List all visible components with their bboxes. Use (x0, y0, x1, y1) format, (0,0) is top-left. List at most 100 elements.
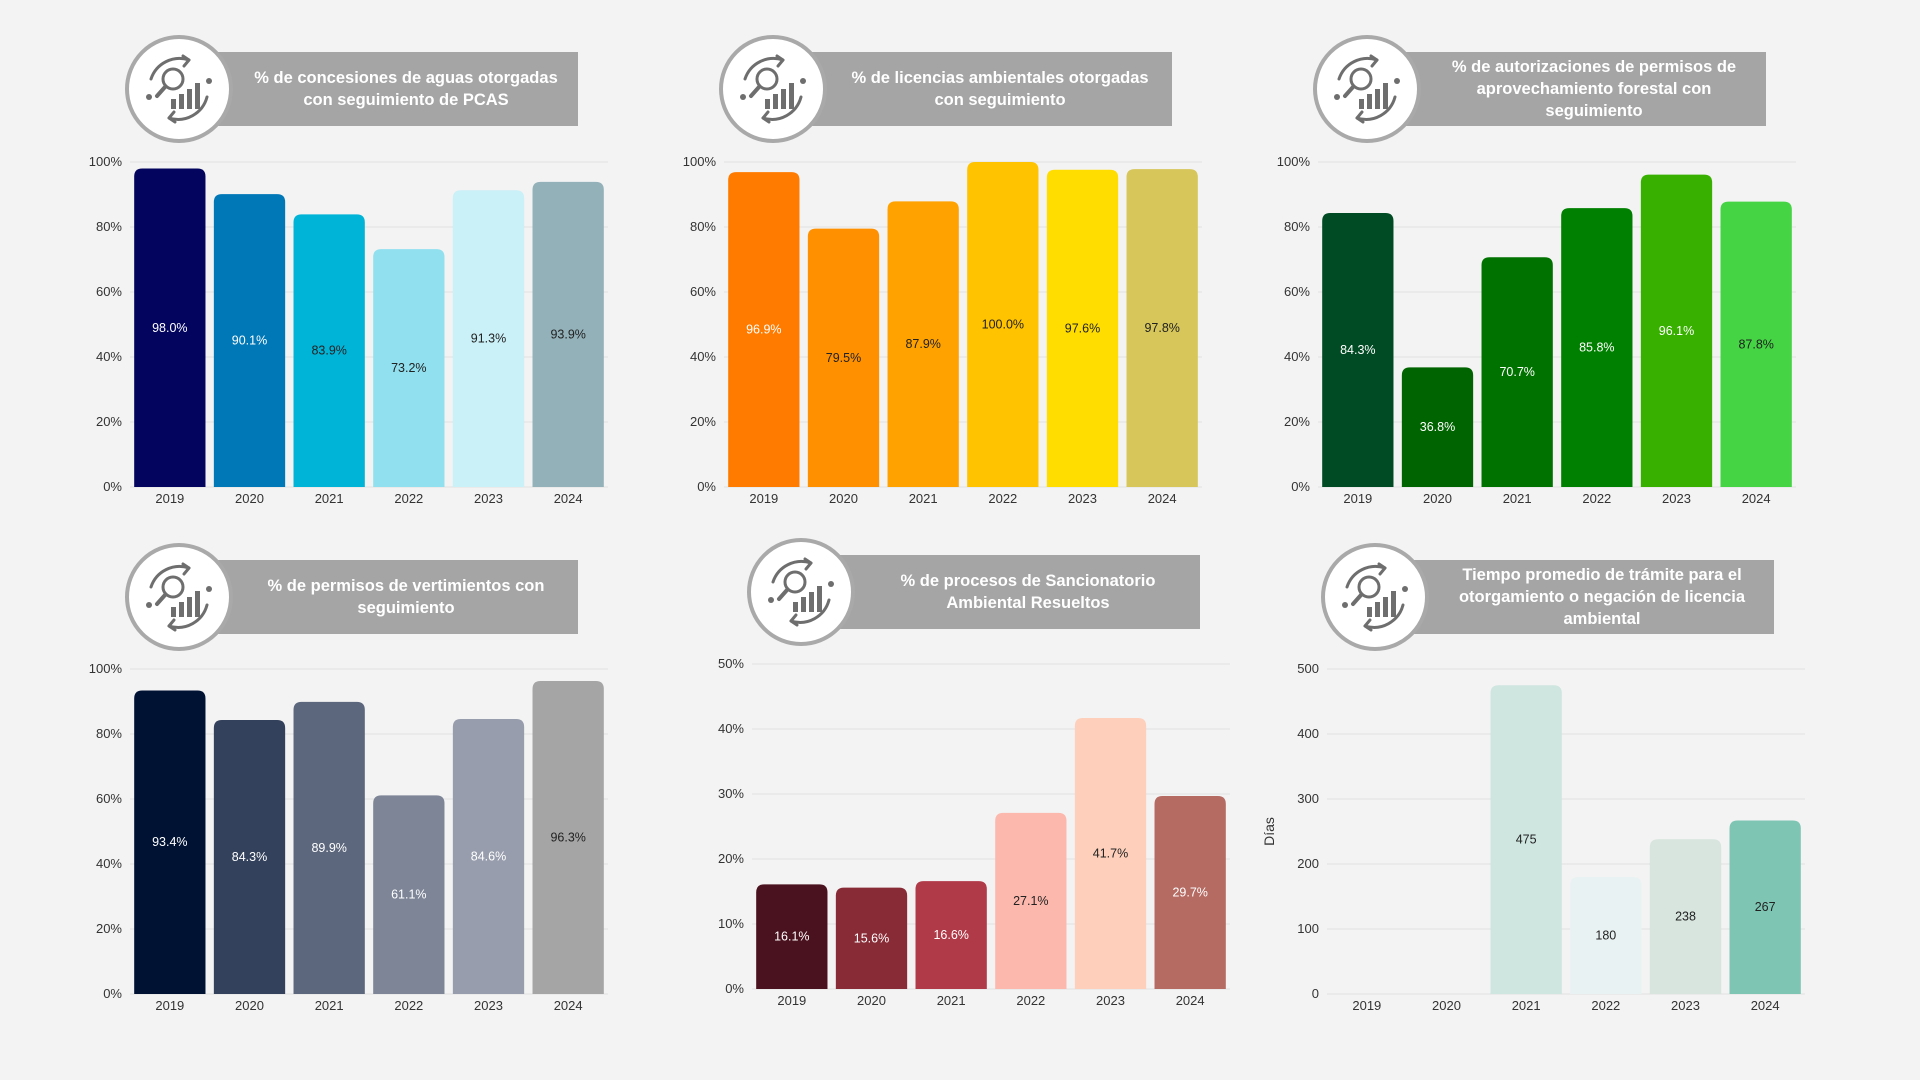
bar-2024 (532, 181, 604, 487)
analytics-glyph (146, 54, 212, 124)
y-tick-label: 80% (690, 219, 716, 234)
data-label-2021: 87.9% (905, 337, 940, 351)
y-tick-label: 40% (1284, 349, 1310, 364)
x-tick-label: 2024 (1176, 993, 1205, 1008)
y-tick-label: 50% (718, 656, 744, 671)
y-tick-label: 500 (1297, 661, 1319, 676)
bar-2022 (1570, 877, 1642, 994)
x-tick-label: 2022 (1582, 491, 1611, 506)
x-tick-label: 2019 (749, 491, 778, 506)
y-tick-label: 80% (96, 726, 122, 741)
bar-2021 (293, 214, 365, 487)
bar-2023 (1640, 174, 1713, 488)
x-tick-label: 2020 (235, 998, 264, 1013)
y-tick-label: 40% (718, 721, 744, 736)
x-tick-label: 2024 (1742, 491, 1771, 506)
y-tick-label: 60% (690, 284, 716, 299)
x-tick-label: 2021 (1503, 491, 1532, 506)
x-tick-label: 2024 (554, 998, 583, 1013)
chart-title: % de procesos de Sancionatorio Ambiental… (808, 555, 1200, 629)
chart-title: % de autorizaciones de permisos de aprov… (1374, 52, 1766, 126)
data-label-2019: 16.1% (774, 930, 809, 944)
bar-2020 (835, 887, 908, 989)
x-tick-label: 2022 (988, 491, 1017, 506)
data-label-2022: 27.1% (1013, 894, 1048, 908)
y-tick-label: 30% (718, 786, 744, 801)
bar-2019 (134, 690, 206, 994)
y-tick-label: 60% (1284, 284, 1310, 299)
y-tick-label: 20% (1284, 414, 1310, 429)
y-tick-label: 0% (725, 981, 744, 996)
data-label-2021: 16.6% (933, 928, 968, 942)
bar-2023 (452, 190, 525, 487)
y-tick-label: 100 (1297, 921, 1319, 936)
x-tick-label: 2019 (155, 491, 184, 506)
x-tick-label: 2023 (1068, 491, 1097, 506)
y-tick-label: 0% (103, 479, 122, 494)
x-tick-label: 2019 (1352, 998, 1381, 1013)
analytics-glyph (768, 557, 834, 627)
x-tick-label: 2023 (1096, 993, 1125, 1008)
data-label-2021: 89.9% (311, 841, 346, 855)
y-tick-label: 60% (96, 791, 122, 806)
data-label-2022: 100.0% (982, 318, 1024, 332)
x-tick-label: 2019 (1343, 491, 1372, 506)
x-tick-label: 2019 (155, 998, 184, 1013)
x-tick-label: 2021 (315, 998, 344, 1013)
y-tick-label: 40% (690, 349, 716, 364)
data-label-2022: 180 (1595, 929, 1616, 943)
bar-2019 (1322, 213, 1394, 487)
x-tick-label: 2023 (1662, 491, 1691, 506)
y-tick-label: 40% (96, 349, 122, 364)
bar-2024 (1720, 201, 1792, 487)
x-tick-label: 2022 (394, 998, 423, 1013)
x-tick-label: 2020 (857, 993, 886, 1008)
y-tick-label: 20% (96, 921, 122, 936)
analytics-icon (747, 538, 855, 646)
x-tick-label: 2023 (474, 998, 503, 1013)
x-tick-label: 2021 (1512, 998, 1541, 1013)
y-tick-label: 400 (1297, 726, 1319, 741)
x-tick-label: 2021 (315, 491, 344, 506)
bar-2020 (807, 228, 880, 487)
y-tick-label: 20% (690, 414, 716, 429)
x-tick-label: 2020 (1423, 491, 1452, 506)
y-tick-label: 20% (96, 414, 122, 429)
data-label-2019: 84.3% (1340, 343, 1375, 357)
analytics-glyph (740, 54, 806, 124)
x-tick-label: 2023 (474, 491, 503, 506)
bar-2020 (213, 194, 286, 488)
bar-2022 (373, 249, 445, 487)
bar-2024 (532, 681, 604, 994)
data-label-2024: 267 (1755, 900, 1776, 914)
data-label-2023: 91.3% (471, 332, 506, 346)
bar-2024 (1126, 169, 1198, 487)
bar-2024 (1154, 795, 1226, 989)
x-tick-label: 2024 (1148, 491, 1177, 506)
chart-title: % de permisos de vertimientos con seguim… (186, 560, 578, 634)
bar-2020 (1401, 367, 1474, 487)
x-tick-label: 2024 (1751, 998, 1780, 1013)
analytics-glyph (1342, 562, 1408, 632)
x-tick-label: 2022 (394, 491, 423, 506)
data-label-2020: 84.3% (232, 850, 267, 864)
data-label-2022: 61.1% (391, 888, 426, 902)
analytics-icon (719, 35, 827, 143)
bar-2019 (756, 884, 828, 989)
bar-2021 (1490, 685, 1562, 994)
data-label-2023: 41.7% (1093, 846, 1128, 860)
y-tick-label: 0% (103, 986, 122, 1001)
analytics-glyph (146, 562, 212, 632)
x-tick-label: 2024 (554, 491, 583, 506)
data-label-2019: 96.9% (746, 323, 781, 337)
data-label-2020: 15.6% (854, 931, 889, 945)
data-label-2023: 238 (1675, 910, 1696, 924)
data-label-2023: 84.6% (471, 850, 506, 864)
chart-title: % de licencias ambientales otorgadas con… (780, 52, 1172, 126)
bar-chart-licencias-ambientales: 0% 20% 40% 60% 80% 100% 96.9% 2019 79.5% 2020 87.9… (683, 154, 1202, 506)
y-tick-label: 40% (96, 856, 122, 871)
y-tick-label: 0 (1312, 986, 1319, 1001)
data-label-2019: 93.4% (152, 835, 187, 849)
bar-2023 (1649, 839, 1722, 994)
